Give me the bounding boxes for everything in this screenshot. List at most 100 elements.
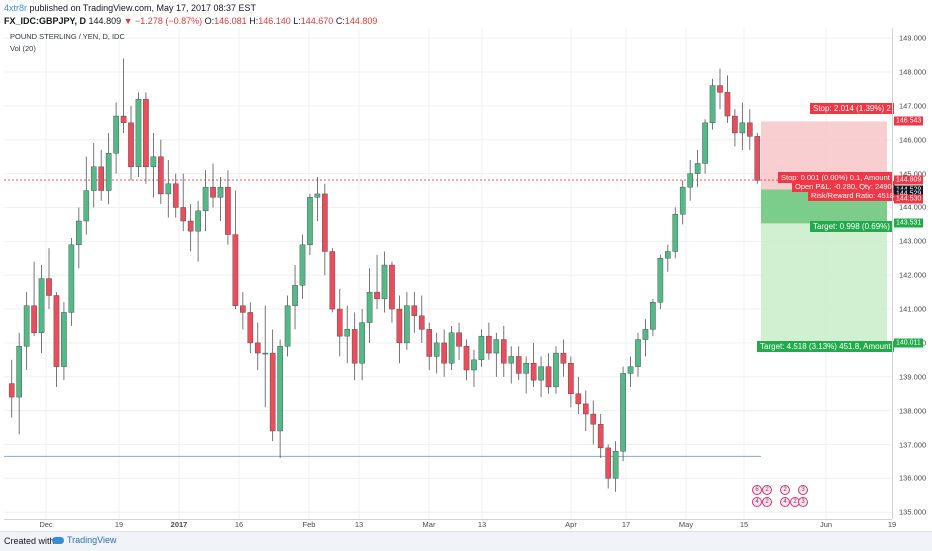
candle-body bbox=[635, 339, 641, 367]
time-tick-label: 19 bbox=[114, 520, 124, 529]
candle-body bbox=[433, 342, 440, 357]
candle-body bbox=[515, 356, 522, 374]
price-badge: 144.530 bbox=[894, 194, 924, 204]
event-icon[interactable]: 4 bbox=[780, 497, 790, 507]
candle-body bbox=[83, 190, 90, 222]
candle-body bbox=[396, 308, 403, 344]
event-icon[interactable]: 6 bbox=[752, 485, 762, 495]
volume-legend[interactable]: Vol (20) bbox=[10, 44, 36, 53]
chart-pane[interactable]: POUND STERLING / YEN, D, IDC Vol (20) St… bbox=[4, 28, 897, 519]
event-icon[interactable]: 2 bbox=[780, 485, 790, 495]
time-tick-label: 13 bbox=[477, 520, 487, 529]
candle-body bbox=[441, 342, 447, 364]
candle-body bbox=[642, 329, 649, 340]
price-badge: 143.531 bbox=[894, 218, 924, 228]
open-label: O: bbox=[204, 16, 215, 26]
candle-body bbox=[426, 329, 433, 357]
candle-body bbox=[523, 363, 529, 374]
candle-body bbox=[31, 305, 37, 333]
candle-body bbox=[605, 447, 611, 479]
time-tick-label: 15 bbox=[739, 520, 749, 529]
candle-body bbox=[344, 329, 351, 337]
created-with-text: Created with bbox=[4, 536, 55, 546]
down-arrow-icon: ▼ bbox=[123, 16, 133, 26]
close-value: 144.809 bbox=[344, 16, 378, 26]
event-icon[interactable]: 3 bbox=[798, 485, 808, 495]
stop2-label[interactable]: Stop: 0.001 (0.00%) 0.1, Amount bbox=[778, 172, 893, 183]
candle-body bbox=[702, 122, 708, 164]
cloud-icon bbox=[52, 537, 64, 545]
candle-body bbox=[262, 352, 269, 355]
risk-reward-label[interactable]: Risk/Reward Ratio: 4518 bbox=[808, 190, 897, 201]
candle-body bbox=[612, 451, 619, 479]
candle-body bbox=[582, 403, 589, 415]
candle-body bbox=[336, 308, 343, 337]
candle-body bbox=[538, 366, 544, 381]
time-tick-label: 17 bbox=[621, 520, 631, 529]
candle-body bbox=[165, 183, 172, 195]
event-icon[interactable]: 3 bbox=[798, 497, 808, 507]
candle-body bbox=[448, 332, 455, 364]
candle-body bbox=[366, 291, 373, 323]
candle-body bbox=[150, 156, 157, 168]
time-tick-label: 13 bbox=[354, 520, 364, 529]
candle-body bbox=[709, 85, 716, 124]
tradingview-logo[interactable]: TradingView bbox=[52, 535, 117, 545]
last-price: 144.809 bbox=[88, 16, 122, 26]
candle-body bbox=[46, 278, 52, 296]
candle-body bbox=[739, 122, 746, 134]
time-axis[interactable]: Dec 19 2017 16 Feb 13 Mar 13 Apr 17 May 15 Jun 19 bbox=[4, 519, 896, 532]
candlestick-chart[interactable] bbox=[4, 28, 892, 519]
low-label: L: bbox=[293, 16, 301, 26]
candle-body bbox=[717, 85, 723, 93]
candle-body bbox=[232, 234, 239, 306]
candle-body bbox=[158, 156, 164, 195]
candle-body bbox=[277, 346, 283, 432]
candle-body bbox=[694, 163, 701, 174]
candle-body bbox=[16, 346, 22, 398]
candle-body bbox=[269, 352, 276, 432]
footer-bar: Created with TradingView bbox=[0, 531, 932, 551]
candle-body bbox=[456, 332, 462, 347]
candle-body bbox=[68, 244, 75, 313]
candle-body bbox=[553, 352, 559, 388]
candle-body bbox=[672, 214, 679, 252]
stop-label[interactable]: Stop: 2.014 (1.39%) 2 bbox=[810, 103, 894, 114]
time-tick-label: 19 bbox=[887, 520, 897, 529]
target2-label[interactable]: Target: 4.518 (3.13%) 451.8, Amount bbox=[757, 341, 894, 352]
candle-body bbox=[307, 197, 313, 245]
event-icon[interactable]: 2 bbox=[762, 497, 772, 507]
candle-body bbox=[53, 295, 60, 367]
time-tick-label: Dec bbox=[39, 520, 53, 529]
price-badge: 146.543 bbox=[894, 116, 924, 126]
price-tick-label: 145.000 bbox=[899, 169, 927, 179]
candle-body bbox=[128, 122, 134, 168]
candle-body bbox=[471, 359, 477, 371]
candle-body bbox=[113, 115, 119, 154]
candle-body bbox=[284, 305, 291, 347]
price-badge: 140.011 bbox=[894, 338, 923, 348]
candle-body bbox=[292, 285, 298, 306]
price-tick-label: 148.000 bbox=[899, 67, 927, 77]
high-value: 146.140 bbox=[258, 16, 291, 26]
time-tick-label: Apr bbox=[565, 520, 577, 529]
candle-body bbox=[202, 186, 209, 212]
candle-body bbox=[545, 366, 552, 388]
candle-body bbox=[657, 258, 664, 303]
price-axis[interactable]: 149.000 148.000 147.000 146.000 145.000 144.0… bbox=[892, 28, 932, 519]
event-icon[interactable]: 4 bbox=[752, 497, 762, 507]
instrument-legend: POUND STERLING / YEN, D, IDC bbox=[10, 32, 125, 41]
candle-body bbox=[247, 312, 254, 344]
open-pl-label[interactable]: Open P&L: -0.280, Qty: 2490 bbox=[792, 181, 895, 192]
event-icon[interactable]: 2 bbox=[762, 485, 772, 495]
author-link[interactable]: 4xtr8r bbox=[4, 3, 28, 13]
candle-body bbox=[381, 264, 388, 300]
price-tick-label: 137.000 bbox=[899, 440, 927, 449]
candle-body bbox=[210, 186, 216, 198]
candle-body bbox=[560, 352, 567, 364]
candle-body bbox=[299, 244, 306, 286]
candle-body bbox=[172, 183, 179, 208]
candle-body bbox=[314, 193, 321, 198]
target1-label[interactable]: Target: 0.998 (0.69%) bbox=[810, 221, 893, 232]
candle-body bbox=[575, 393, 582, 405]
